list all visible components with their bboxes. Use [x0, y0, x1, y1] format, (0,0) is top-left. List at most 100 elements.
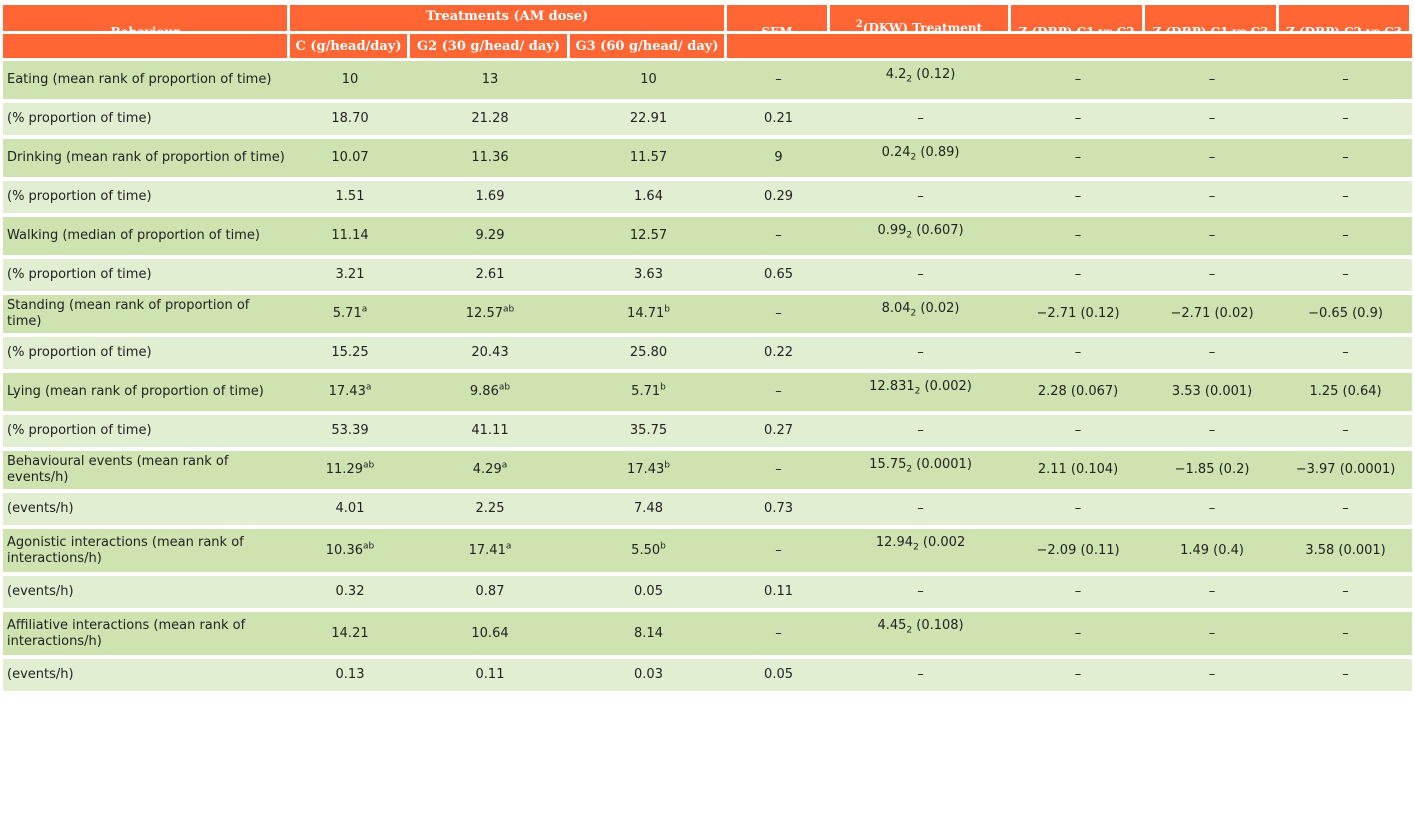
- value-g2: 9.86ab: [410, 373, 570, 415]
- behaviour-label-text: Affiliative interactions (mean rank of i…: [7, 617, 246, 649]
- value-chi-p: (0.0001): [912, 457, 972, 472]
- value-g2: 21.28: [410, 103, 570, 139]
- value-chi-p: (0.607): [912, 223, 964, 238]
- behaviour-label-text: Walking (median of proportion of time): [7, 228, 260, 243]
- value-c-superscript: a: [361, 304, 368, 315]
- value-c: 0.32: [290, 576, 410, 612]
- value-g2-text: 41.11: [471, 423, 509, 438]
- value-z-c1-c2: –: [1011, 576, 1146, 612]
- value-z-c1-c3: –: [1145, 259, 1280, 295]
- value-z-c2-c3: –: [1279, 612, 1413, 659]
- value-g3-superscript: b: [660, 382, 666, 393]
- value-g3: 1.64: [570, 181, 728, 217]
- value-c-text: 11.29: [325, 462, 363, 477]
- value-g3: 8.14: [570, 612, 728, 659]
- value-sem-text: –: [775, 462, 782, 477]
- behaviour-label: Walking (median of proportion of time): [3, 217, 290, 259]
- value-z-c1-c2-text: –: [1074, 189, 1082, 204]
- value-z-c2-c3-text: −3.97 (0.0001): [1295, 462, 1396, 477]
- value-chi-p: (0.02): [916, 301, 960, 316]
- behaviour-label: Eating (mean rank of proportion of time): [3, 61, 290, 103]
- value-sem: 0.21: [727, 103, 831, 139]
- value-chi-main: –: [917, 423, 924, 438]
- value-c-text: 18.70: [331, 111, 369, 126]
- value-chi-subscript: 2: [910, 152, 917, 163]
- value-chi-square: 0.992 (0.607): [830, 217, 1012, 259]
- value-z-c1-c2: 2.28 (0.067): [1011, 373, 1146, 415]
- value-z-c2-c3: –: [1279, 659, 1413, 695]
- table-row: Walking (median of proportion of time) 11…: [3, 217, 1413, 259]
- value-c-text: 10.07: [331, 150, 369, 165]
- value-z-c1-c3: –: [1145, 576, 1280, 612]
- value-z-c2-c3-text: –: [1342, 584, 1349, 599]
- value-g2-text: 17.41: [468, 542, 506, 558]
- value-chi-main: 8.04: [881, 301, 911, 316]
- value-z-c2-c3: –: [1279, 217, 1413, 259]
- value-z-c2-c3-text: 1.25 (0.64): [1309, 384, 1382, 399]
- value-chi-subscript: 2: [906, 464, 913, 475]
- value-g2-text: 2.61: [475, 267, 505, 282]
- behaviour-label-text: (events/h): [7, 501, 74, 516]
- value-sem-text: 0.27: [764, 423, 793, 438]
- value-z-c2-c3-text: –: [1342, 228, 1349, 243]
- value-z-c1-c3: −1.85 (0.2): [1145, 451, 1280, 493]
- value-z-c2-c3-text: –: [1342, 189, 1349, 204]
- table-row: Standing (mean rank of proportion of tim…: [3, 295, 1413, 337]
- value-z-c1-c2: 2.11 (0.104): [1011, 451, 1146, 493]
- value-g2-text: 4.29: [472, 462, 502, 477]
- value-z-c1-c3: –: [1145, 612, 1280, 659]
- value-z-c1-c3-text: −1.85 (0.2): [1174, 462, 1250, 477]
- value-z-c1-c3: –: [1145, 181, 1280, 217]
- value-chi-main: –: [917, 111, 924, 126]
- value-z-c1-c3-text: 3.53 (0.001): [1171, 384, 1253, 399]
- value-g2: 9.29: [410, 217, 570, 259]
- value-g2-text: 20.43: [471, 345, 509, 360]
- value-z-c2-c3: –: [1279, 576, 1413, 612]
- value-sem-text: –: [775, 542, 782, 558]
- value-g3-text: 5.71: [631, 384, 661, 399]
- value-c: 10: [290, 61, 410, 103]
- value-sem: 9: [727, 139, 831, 181]
- value-chi-main: –: [917, 267, 924, 282]
- value-sem: –: [727, 217, 831, 259]
- value-z-c1-c2-text: –: [1074, 423, 1082, 438]
- value-z-c1-c2-text: –: [1074, 228, 1082, 243]
- value-chi-square: 12.942 (0.002: [830, 529, 1012, 576]
- value-g2-text: 9.29: [475, 228, 505, 243]
- value-sem-text: 0.29: [764, 189, 793, 204]
- value-chi-p: (0.12): [912, 67, 956, 82]
- table-row: Agonistic interactions (mean rank of int…: [3, 529, 1413, 576]
- value-sem: 0.29: [727, 181, 831, 217]
- value-g3: 5.71b: [570, 373, 728, 415]
- value-z-c1-c2: –: [1011, 659, 1146, 695]
- value-g3: 12.57: [570, 217, 728, 259]
- value-z-c2-c3-text: –: [1342, 267, 1349, 282]
- value-g2: 11.36: [410, 139, 570, 181]
- value-c: 0.13: [290, 659, 410, 695]
- value-chi-square: 12.8312 (0.002): [830, 373, 1012, 415]
- header-col-g3: G3 (60 g/head/ day): [570, 34, 728, 61]
- value-g3-text: 3.63: [634, 267, 663, 282]
- table-row: Affiliative interactions (mean rank of i…: [3, 612, 1413, 659]
- value-z-c1-c2: –: [1011, 181, 1146, 217]
- behaviour-label: Drinking (mean rank of proportion of tim…: [3, 139, 290, 181]
- value-z-c2-c3: –: [1279, 259, 1413, 295]
- behaviour-label: Standing (mean rank of proportion of tim…: [3, 295, 290, 337]
- value-z-c1-c3-text: –: [1208, 667, 1216, 682]
- value-sem: –: [727, 451, 831, 493]
- behaviour-label: (% proportion of time): [3, 259, 290, 295]
- value-sem: 0.65: [727, 259, 831, 295]
- value-z-c1-c3: 3.53 (0.001): [1145, 373, 1280, 415]
- value-z-c1-c3: –: [1145, 493, 1280, 529]
- value-c-text: 4.01: [335, 501, 365, 516]
- value-g3-text: 8.14: [634, 625, 663, 641]
- value-z-c1-c3-text: −2.71 (0.02): [1170, 306, 1254, 321]
- value-sem-text: –: [775, 625, 782, 641]
- value-c-text: 10.36: [325, 542, 363, 558]
- value-chi-p: (0.002: [918, 535, 966, 550]
- table-body: Eating (mean rank of proportion of time)…: [3, 61, 1413, 695]
- behaviour-label-text: Drinking (mean rank of proportion of tim…: [7, 150, 285, 165]
- value-z-c2-c3: –: [1279, 415, 1413, 451]
- value-chi-subscript: 2: [914, 386, 921, 397]
- value-g2-text: 1.69: [475, 189, 505, 204]
